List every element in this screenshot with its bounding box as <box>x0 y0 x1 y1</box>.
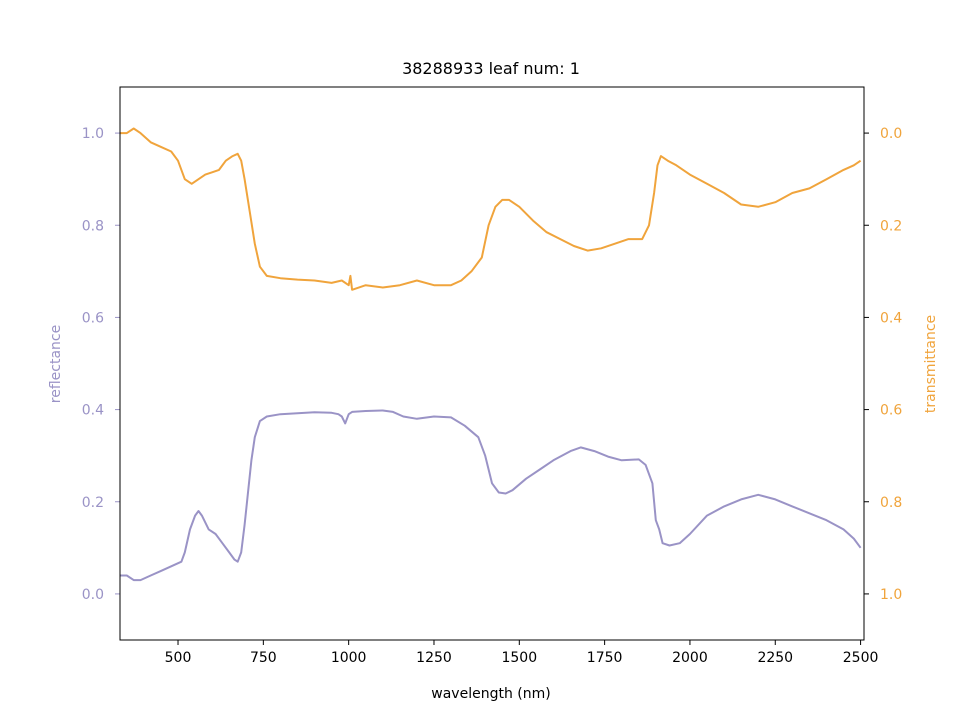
y-tick-label-left: 0.6 <box>82 310 104 326</box>
y-tick-label-right: 0.4 <box>880 310 902 326</box>
x-tick-label: 1250 <box>416 650 452 666</box>
y-tick-label-left: 0.4 <box>82 403 104 419</box>
plot-frame <box>119 86 865 641</box>
x-tick-label: 750 <box>250 650 277 666</box>
x-tick-label: 1750 <box>587 650 623 666</box>
y-tick-label-left: 0.0 <box>82 587 104 603</box>
chart-title: 38288933 leaf num: 1 <box>402 59 580 78</box>
y-tick-label-right: 0.8 <box>880 495 902 511</box>
y-axis-label-right: transmittance <box>923 315 939 413</box>
y-axis-label-left: reflectance <box>48 325 64 403</box>
series-line-reflectance <box>120 409 862 582</box>
y-tick-label-left: 0.8 <box>82 218 104 234</box>
y-tick-label-right: 0.0 <box>880 126 902 142</box>
x-tick-label: 1500 <box>501 650 537 666</box>
x-tick-label: 2250 <box>757 650 793 666</box>
y-tick-label-right: 1.0 <box>880 587 902 603</box>
y-tick-label-right: 0.6 <box>880 403 902 419</box>
y-tick-label-left: 0.2 <box>82 495 104 511</box>
plot-layer: 500 750 1000 1250 1500 1750 2000 2250 2500 0.0 0.2… <box>82 126 903 666</box>
y-tick-label-left: 1.0 <box>82 126 104 142</box>
x-tick-label: 1000 <box>331 650 367 666</box>
x-tick-label: 500 <box>165 650 192 666</box>
x-tick-label: 2500 <box>843 650 879 666</box>
series-line-transmittance <box>120 127 862 291</box>
x-axis-label: wavelength (nm) <box>431 686 550 702</box>
x-tick-label: 2000 <box>672 650 708 666</box>
y-tick-label-right: 0.2 <box>880 218 902 234</box>
